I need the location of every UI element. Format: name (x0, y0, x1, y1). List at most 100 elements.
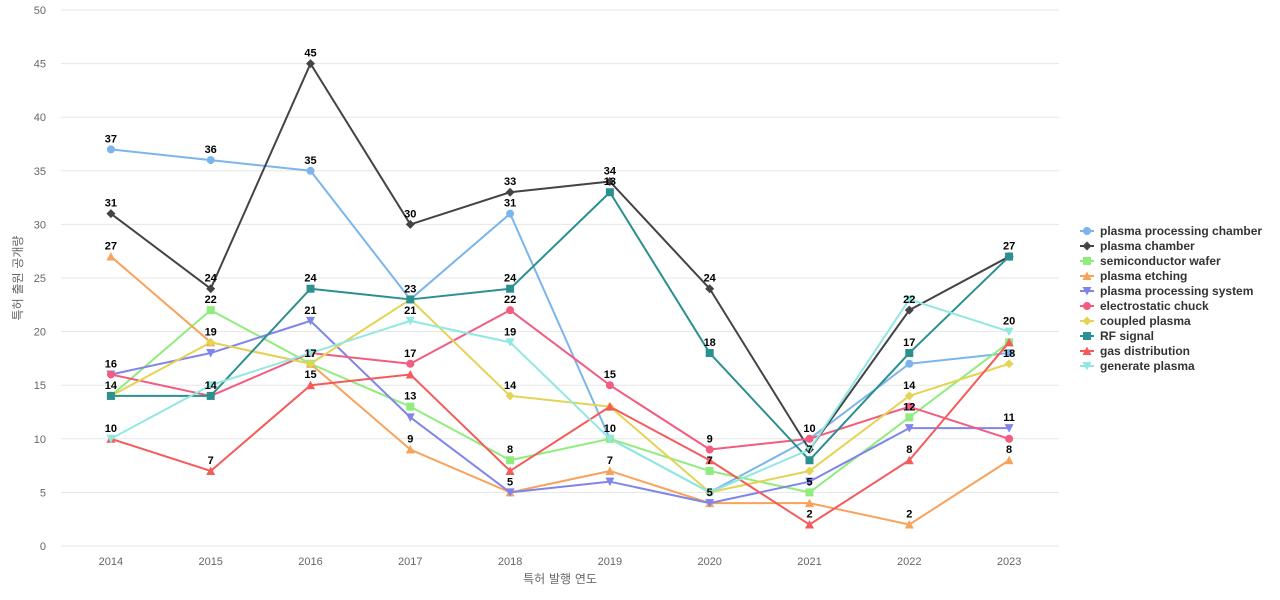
data-label: 19 (205, 326, 217, 338)
legend-marker (1083, 227, 1091, 235)
y-tick-label: 10 (34, 434, 46, 446)
data-label: 12 (903, 401, 915, 413)
data-point (1005, 434, 1014, 443)
data-point (605, 188, 614, 197)
series-line-7[interactable] (109, 191, 1011, 462)
data-label: 5 (707, 487, 713, 499)
data-label: 20 (1003, 316, 1015, 328)
legend-item[interactable]: gas distribution (1080, 344, 1190, 358)
data-label: 22 (903, 294, 915, 306)
legend-item[interactable]: plasma processing system (1080, 284, 1253, 298)
x-tick-label: 2014 (99, 556, 123, 568)
data-point (506, 306, 515, 315)
y-tick-label: 30 (34, 219, 46, 231)
data-point (106, 391, 115, 400)
data-label: 24 (304, 273, 317, 285)
data-label: 17 (304, 348, 316, 360)
x-axis-title: 특허 발행 연도 (523, 571, 597, 586)
data-label: 17 (903, 337, 915, 349)
legend-item[interactable]: coupled plasma (1080, 314, 1191, 328)
data-label: 24 (504, 273, 517, 285)
data-point (904, 305, 914, 315)
data-label: 7 (208, 455, 214, 467)
data-point (505, 466, 515, 475)
data-point (206, 306, 215, 315)
legend-item[interactable]: plasma processing chamber (1080, 224, 1262, 238)
y-axis-ticks: 0 5 10 15 20 25 30 35 40 45 50 (34, 5, 46, 553)
data-label: 14 (205, 380, 218, 392)
data-label: 21 (304, 305, 316, 317)
data-point (805, 434, 814, 443)
x-tick-label: 2022 (897, 556, 921, 568)
legend-item[interactable]: generate plasma (1080, 359, 1195, 373)
legend-item[interactable]: plasma etching (1080, 269, 1187, 283)
data-point (106, 252, 116, 261)
data-point (805, 488, 814, 497)
y-tick-label: 0 (40, 541, 46, 553)
legend-marker (1083, 332, 1091, 340)
data-label: 14 (105, 380, 118, 392)
legend-item[interactable]: plasma chamber (1080, 239, 1195, 253)
data-label: 35 (304, 155, 316, 167)
data-label: 7 (707, 455, 713, 467)
data-label: 24 (704, 273, 717, 285)
legend-label: RF signal (1100, 329, 1154, 343)
series-line-6[interactable] (109, 298, 1011, 494)
data-label: 18 (1003, 348, 1015, 360)
series-line-8[interactable] (109, 341, 1011, 526)
data-point (206, 337, 216, 347)
data-label: 31 (504, 198, 516, 210)
data-point (206, 349, 216, 358)
legend-marker (1082, 362, 1092, 371)
series-lines (109, 62, 1011, 526)
data-point (206, 466, 216, 475)
data-point (805, 498, 814, 508)
x-tick-label: 2019 (598, 556, 622, 568)
data-label: 36 (205, 144, 217, 156)
data-point (1004, 455, 1014, 465)
data-label: 33 (504, 176, 516, 188)
data-point (904, 424, 914, 433)
x-tick-label: 2018 (498, 556, 522, 568)
legend-marker (1082, 241, 1092, 251)
data-point (406, 359, 415, 368)
series-line-0[interactable] (109, 148, 1011, 494)
data-point (1005, 252, 1014, 261)
legend-item[interactable]: semiconductor wafer (1080, 254, 1221, 268)
legend-label: plasma chamber (1100, 239, 1195, 253)
y-axis-title: 특허 출원 공개량 (11, 236, 25, 321)
data-point (306, 359, 315, 369)
series-markers (106, 59, 1014, 529)
legend-marker (1082, 271, 1092, 280)
data-point (505, 187, 515, 197)
data-point (306, 284, 315, 293)
data-point (905, 402, 914, 411)
data-label: 11 (1003, 412, 1015, 424)
y-tick-label: 35 (34, 166, 46, 178)
legend-item[interactable]: RF signal (1080, 329, 1154, 343)
series-line-9[interactable] (109, 298, 1011, 494)
legend-marker (1082, 316, 1092, 326)
data-point (306, 316, 315, 326)
data-point (206, 156, 215, 165)
y-tick-label: 40 (34, 112, 46, 124)
data-point (904, 455, 914, 465)
legend-marker (1082, 287, 1092, 296)
series-line-1[interactable] (109, 62, 1011, 451)
data-point (506, 456, 515, 465)
data-label: 22 (504, 294, 516, 306)
data-point (405, 219, 415, 229)
series-line-5[interactable] (109, 309, 1011, 451)
legend-item[interactable]: electrostatic chuck (1080, 299, 1209, 313)
data-label: 9 (707, 434, 713, 446)
y-tick-label: 50 (34, 5, 46, 17)
data-label: 19 (504, 326, 516, 338)
data-point (605, 177, 615, 187)
data-point (904, 295, 914, 304)
legend-marker (1083, 257, 1091, 265)
x-tick-label: 2015 (198, 556, 222, 568)
series-line-4[interactable] (109, 319, 1011, 505)
data-point (705, 499, 715, 508)
data-point (406, 402, 415, 411)
